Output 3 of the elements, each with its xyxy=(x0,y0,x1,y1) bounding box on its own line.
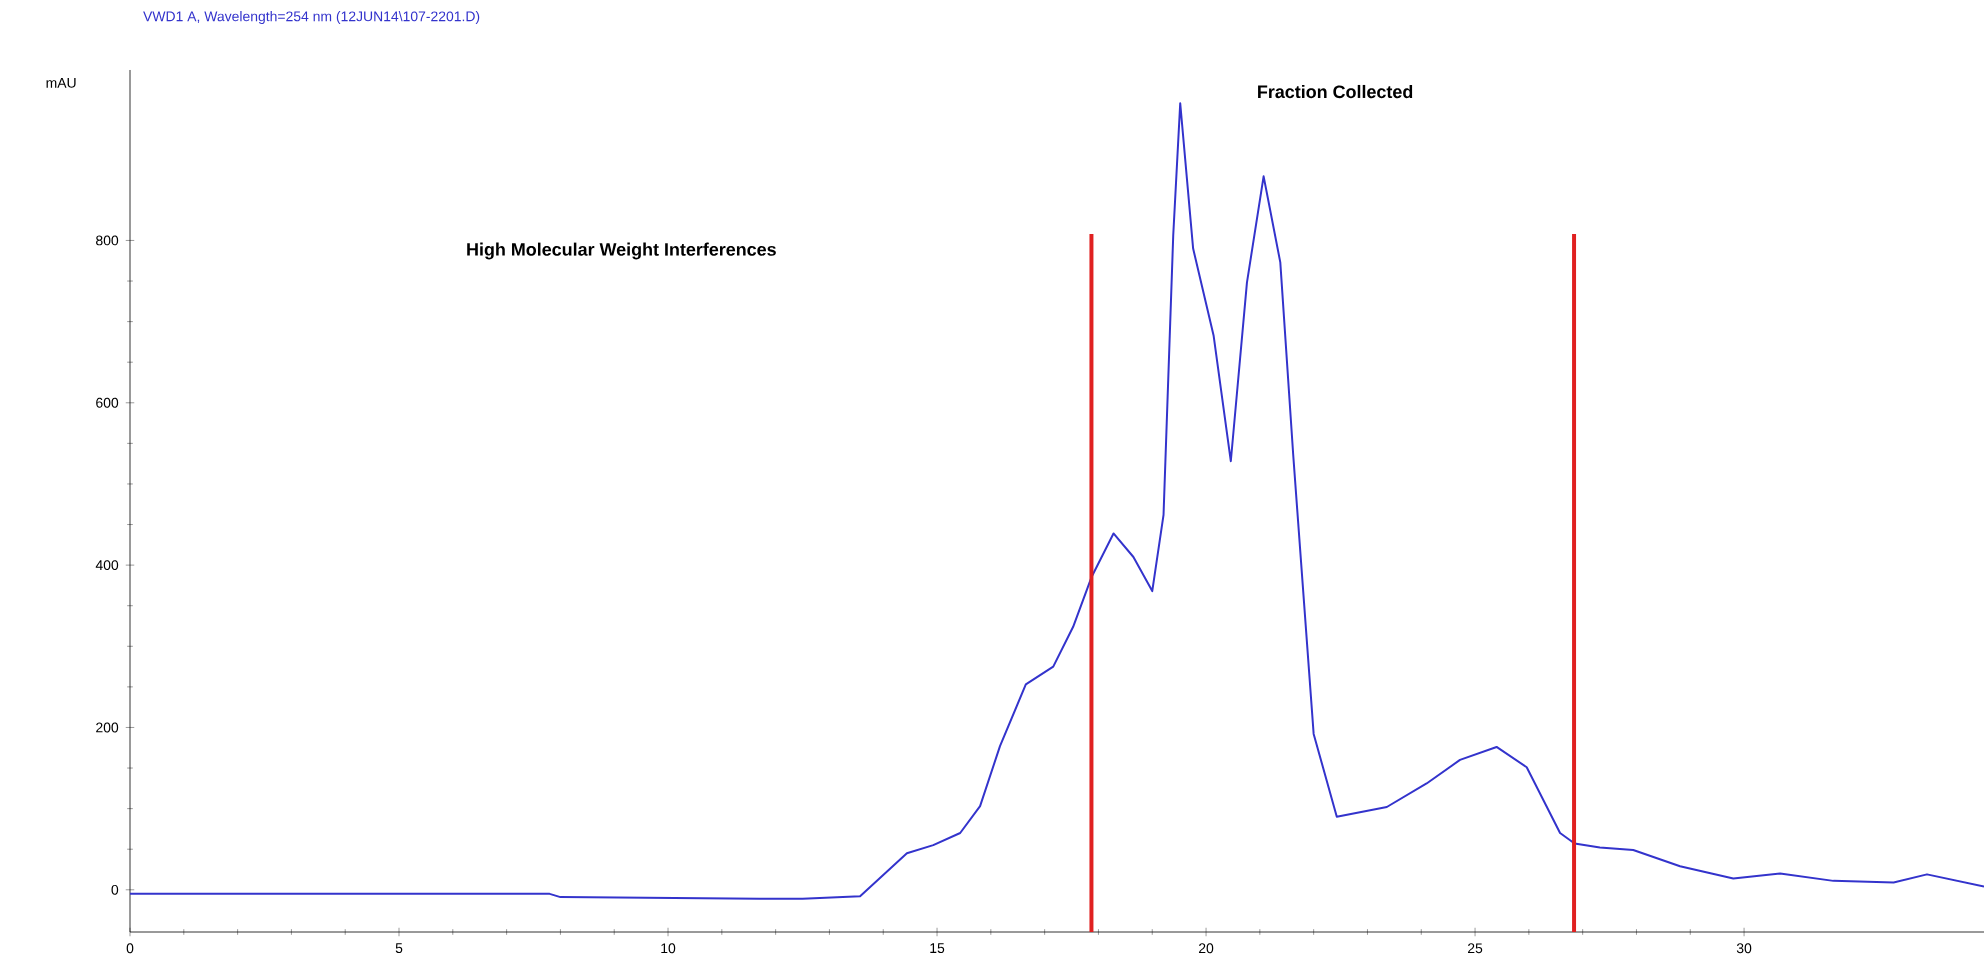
annotation: Fraction Collected xyxy=(1258,84,1413,99)
line-series xyxy=(129,102,1984,900)
annotation: High Molecular Weight Interferences xyxy=(467,242,776,260)
